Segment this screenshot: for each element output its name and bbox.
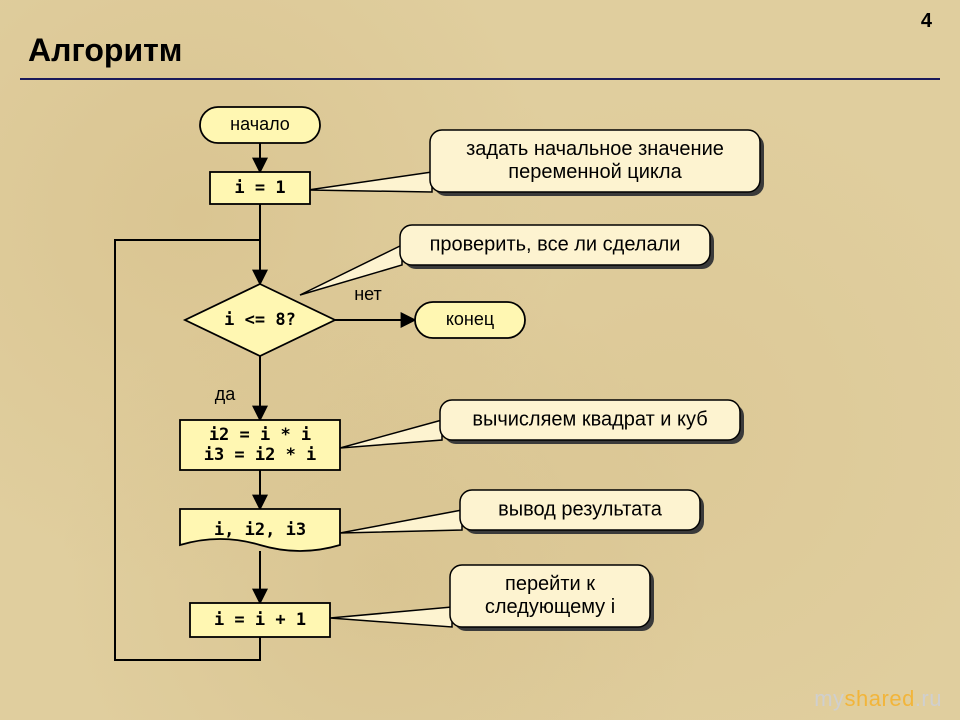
edge-label: нет — [354, 284, 382, 304]
node-step: i = i + 1 — [190, 603, 330, 637]
callout-text: вычисляем квадрат и куб — [472, 408, 707, 430]
callout-text: задать начальное значение — [466, 138, 724, 160]
callout-tail — [340, 510, 462, 533]
callout-tail — [300, 245, 402, 295]
node-label: i <= 8? — [224, 310, 296, 330]
callout-text: следующему i — [485, 596, 615, 618]
node-label: конец — [446, 309, 494, 329]
node-out: i, i2, i3 — [180, 509, 340, 551]
edge-label: да — [215, 384, 237, 404]
node-label: i = i + 1 — [214, 610, 306, 630]
flowchart-canvas: задать начальное значениепеременной цикл… — [0, 0, 960, 720]
callout-text: проверить, все ли сделали — [430, 233, 681, 255]
callout-tail — [330, 607, 452, 627]
watermark-prefix: my — [814, 686, 844, 711]
node-calc: i2 = i * ii3 = i2 * i — [180, 420, 340, 470]
node-label: начало — [230, 114, 290, 134]
watermark: myshared.ru — [814, 686, 942, 712]
callout-tail — [308, 172, 432, 192]
node-label: i, i2, i3 — [214, 520, 306, 540]
node-init: i = 1 — [210, 172, 310, 204]
callout-text: переменной цикла — [508, 161, 682, 183]
node-label: i2 = i * i — [209, 425, 311, 445]
node-label: i = 1 — [234, 178, 285, 198]
callout-text: вывод результата — [498, 498, 663, 520]
watermark-suffix: .ru — [915, 686, 942, 711]
watermark-highlight: shared — [845, 686, 915, 711]
node-end: конец — [415, 302, 525, 338]
node-label: i3 = i2 * i — [204, 445, 317, 465]
callout-tail — [340, 420, 442, 448]
node-cond: i <= 8? — [185, 284, 335, 356]
callout-text: перейти к — [505, 573, 595, 595]
node-start: начало — [200, 107, 320, 143]
